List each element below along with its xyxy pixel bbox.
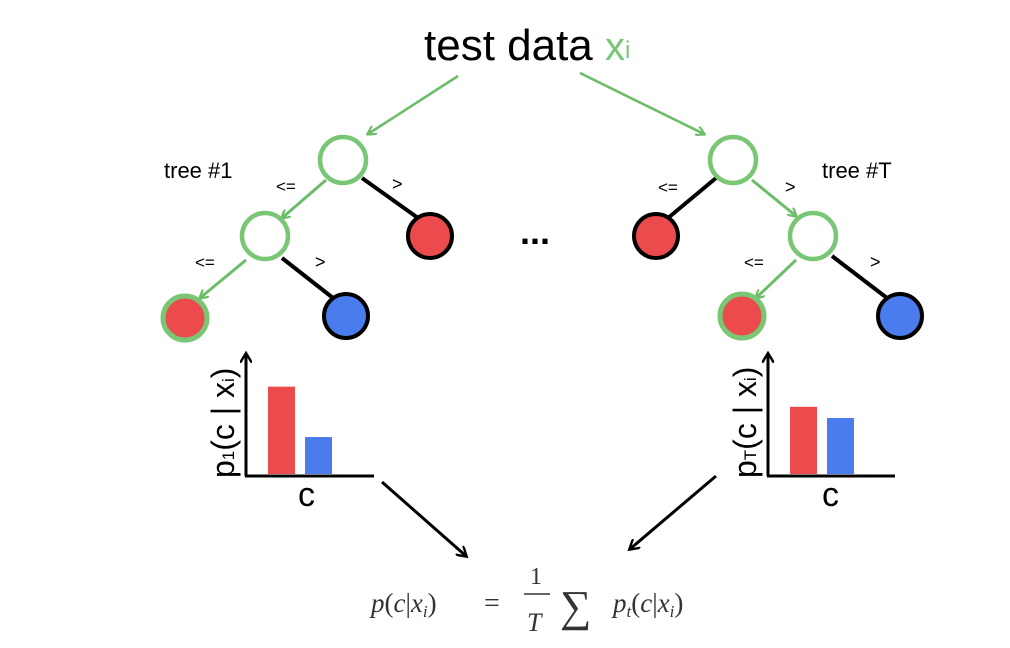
histogram-tree-1: c p1(c | xi)	[205, 354, 374, 514]
tree-T-edge-child-right	[830, 254, 889, 300]
formula-fraction-denominator: T	[527, 608, 543, 637]
histogram-tree-T-xlabel: c	[822, 476, 839, 514]
tree-1-red-leaf	[406, 212, 454, 260]
title-x: x	[605, 25, 625, 69]
tree-T-edge-label-le-child: <=	[744, 253, 764, 272]
tree-T-label: tree #T	[822, 158, 892, 183]
histogram-tree-T-blue-bar	[827, 418, 854, 474]
histogram-tree-T-red-bar	[790, 406, 817, 474]
formula-lhs: p(c|xi)	[369, 588, 437, 621]
title-x-subscript: i	[625, 37, 630, 64]
tree-T-red-leaf	[632, 212, 680, 260]
tree-1: tree #1 <= > <= >	[160, 134, 454, 343]
histogram-tree-T-ylabel-sub: T	[741, 450, 760, 460]
arrow-hist-T-to-formula	[630, 474, 717, 549]
tree-1-edge-root-left	[282, 178, 327, 218]
tree-T-root-node	[707, 134, 759, 186]
tree-T-edge-label-le-root: <=	[658, 178, 678, 197]
aggregation-formula: p(c|xi) = 1 T ∑ pt(c|xi)	[369, 564, 683, 637]
arrow-to-tree-1	[368, 74, 459, 134]
tree-1-root-node	[317, 134, 369, 186]
tree-1-label: tree #1	[164, 158, 233, 183]
tree-1-edge-label-gt-root: >	[392, 174, 403, 194]
histogram-tree-T-ylabel: pT(c | xi)	[727, 367, 763, 478]
histogram-tree-1-ylabel-close: )	[205, 368, 241, 379]
title-text: test data	[424, 21, 605, 70]
formula-rhs: pt(c|xi)	[611, 588, 683, 621]
histogram-tree-T-ylabel-rest: (c | x	[727, 381, 763, 450]
tree-T-edge-label-gt-root: >	[785, 177, 796, 197]
tree-1-inner-node	[239, 210, 291, 262]
formula-equals: =	[484, 588, 500, 619]
formula-fraction-numerator: 1	[530, 564, 542, 590]
tree-1-red-leaf-selected	[160, 293, 210, 343]
tree-1-blue-leaf	[322, 292, 370, 340]
tree-T: tree #T <= > <= >	[632, 134, 924, 341]
tree-1-edge-label-gt-child: >	[315, 252, 326, 272]
histogram-tree-1-red-bar	[268, 386, 295, 474]
title: test data xi	[424, 21, 630, 70]
tree-T-blue-leaf	[876, 292, 924, 340]
histogram-tree-1-ylabel: p1(c | xi)	[205, 368, 241, 478]
histogram-tree-1-ylabel-rest: (c | x	[205, 382, 241, 451]
tree-1-edge-root-right	[360, 176, 420, 220]
histogram-tree-1-xlabel: c	[298, 476, 315, 514]
arrow-hist-1-to-formula	[381, 480, 466, 556]
ellipsis: ...	[520, 211, 550, 252]
tree-1-edge-child-left	[200, 258, 247, 298]
tree-T-edge-root-left	[666, 176, 718, 220]
formula-sum: ∑	[560, 582, 591, 631]
histogram-tree-T-ylabel-xsub: i	[741, 377, 760, 381]
histogram-tree-T-ylabel-close: )	[727, 367, 763, 378]
histogram-tree-1-ylabel-sub: 1	[219, 451, 238, 460]
arrow-to-tree-T	[579, 71, 704, 134]
histogram-tree-1-ylabel-xsub: i	[219, 378, 238, 382]
tree-T-inner-node	[787, 210, 839, 262]
tree-1-edge-label-le-root: <=	[276, 177, 296, 196]
tree-T-edge-child-left	[756, 258, 798, 298]
histogram-tree-T-ylabel-p: p	[727, 460, 763, 478]
histogram-tree-1-blue-bar	[305, 437, 332, 474]
tree-1-edge-label-le-child: <=	[195, 253, 215, 272]
histogram-tree-1-ylabel-p: p	[205, 460, 241, 478]
tree-T-edge-label-gt-child: >	[870, 252, 881, 272]
histogram-tree-T: c pT(c | xi)	[727, 354, 895, 514]
tree-T-edge-root-right	[751, 178, 796, 216]
tree-T-red-leaf-selected	[717, 291, 767, 341]
tree-1-edge-child-right	[280, 256, 335, 300]
